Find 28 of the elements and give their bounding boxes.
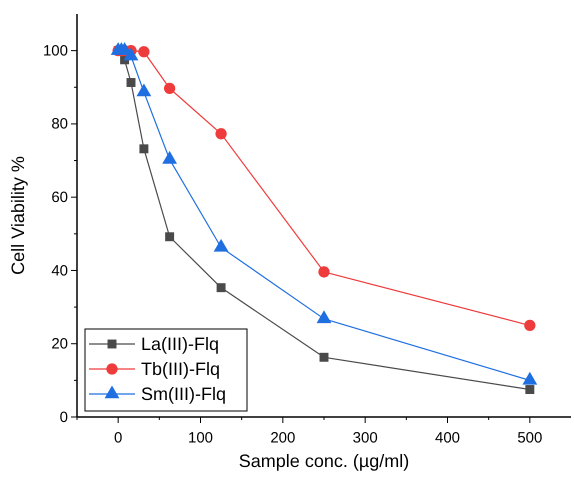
legend-label: Tb(III)-Flq: [141, 359, 220, 379]
point: [318, 266, 330, 278]
point: [139, 144, 148, 154]
y-tick-label: 60: [51, 188, 68, 206]
x-tick-label: 200: [270, 430, 296, 446]
point: [165, 232, 174, 242]
legend-label: La(III)-Flq: [141, 334, 220, 354]
point: [320, 352, 328, 362]
point: [216, 283, 226, 292]
y-axis-title: Cell Viability %: [8, 156, 28, 275]
x-axis-title: Sample conc. (µg/ml): [238, 451, 410, 471]
point: [215, 128, 227, 140]
x-tick-label: 0: [114, 430, 122, 446]
y-tick-label: 0: [60, 408, 68, 426]
x-tick-label: 400: [434, 430, 460, 446]
y-tick-label: 40: [51, 262, 68, 280]
point: [164, 82, 176, 94]
x-tick-label: 500: [517, 430, 542, 446]
x-tick-label: 300: [352, 430, 378, 446]
point: [126, 78, 136, 87]
y-tick-label: 20: [51, 336, 68, 353]
y-tick-label: 100: [42, 42, 68, 60]
point: [138, 46, 150, 58]
point: [525, 385, 534, 394]
x-tick-label: 100: [188, 430, 214, 446]
point: [524, 320, 536, 332]
legend-label: Sm(III)-Flq: [141, 384, 226, 404]
y-tick-label: 80: [51, 116, 68, 133]
